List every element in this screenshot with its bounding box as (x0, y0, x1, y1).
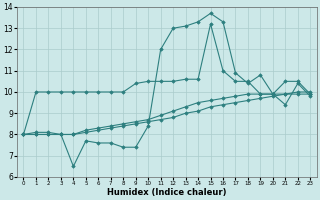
X-axis label: Humidex (Indice chaleur): Humidex (Indice chaleur) (107, 188, 227, 197)
